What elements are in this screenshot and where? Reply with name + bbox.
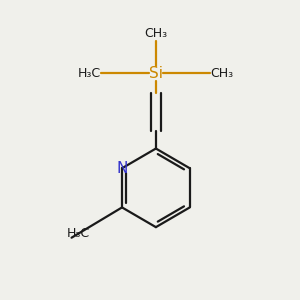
Text: H₃C: H₃C xyxy=(66,227,89,240)
Text: H₃C: H₃C xyxy=(78,67,101,80)
Text: N: N xyxy=(116,161,128,176)
Text: CH₃: CH₃ xyxy=(144,27,167,40)
Text: CH₃: CH₃ xyxy=(211,67,234,80)
Text: Si: Si xyxy=(149,66,163,81)
